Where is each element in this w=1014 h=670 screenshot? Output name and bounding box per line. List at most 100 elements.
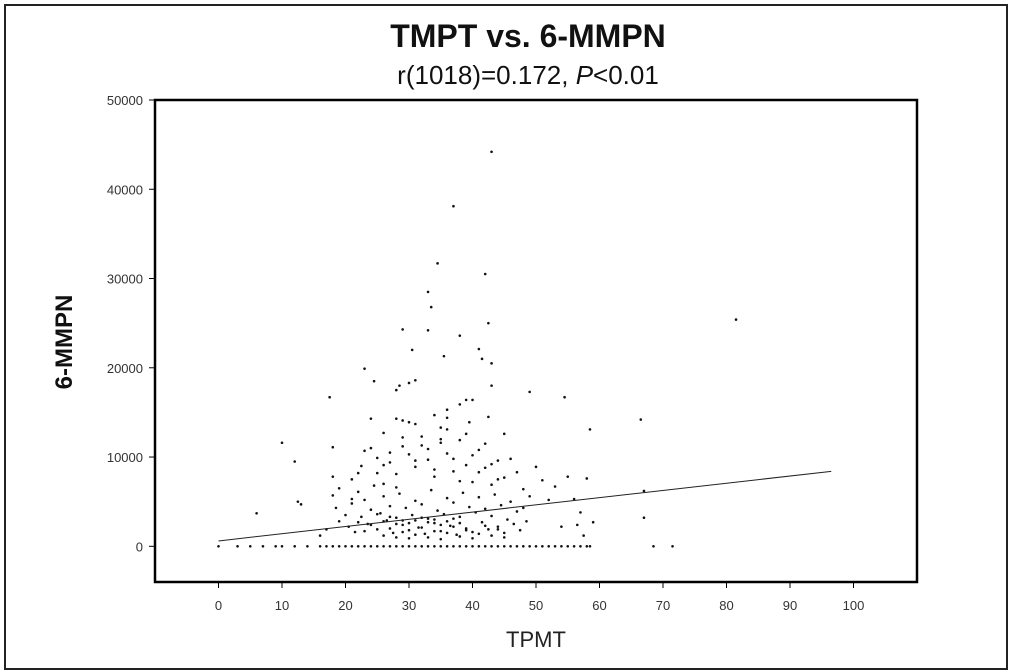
x-tick-label: 30 bbox=[402, 598, 416, 613]
data-point bbox=[395, 486, 398, 489]
data-point bbox=[502, 536, 506, 539]
data-point bbox=[439, 523, 443, 527]
data-point bbox=[445, 428, 449, 431]
plot-area-border bbox=[153, 98, 919, 584]
data-point bbox=[325, 544, 328, 548]
data-point bbox=[255, 511, 258, 515]
data-point bbox=[522, 544, 525, 548]
x-tick-label: 40 bbox=[465, 598, 479, 613]
data-point bbox=[496, 528, 500, 531]
data-point bbox=[464, 463, 468, 467]
data-point bbox=[356, 520, 360, 524]
data-point bbox=[217, 544, 220, 548]
x-tick-label: 50 bbox=[529, 598, 543, 613]
data-point bbox=[471, 453, 474, 457]
x-tick-label: 0 bbox=[215, 598, 222, 613]
data-point bbox=[468, 505, 471, 509]
data-point bbox=[433, 544, 436, 548]
data-point bbox=[439, 529, 443, 533]
data-point bbox=[433, 468, 436, 471]
data-point bbox=[591, 520, 595, 524]
y-axis-ticks: 0 10000 20000 30000 40000 50000 bbox=[107, 93, 155, 554]
data-point bbox=[522, 506, 525, 510]
data-point bbox=[293, 460, 297, 463]
x-axis-ticks: 0 10 20 30 40 50 60 70 80 90 100 bbox=[215, 582, 864, 613]
regression-line-group bbox=[218, 470, 832, 542]
subtitle-p: P bbox=[576, 60, 594, 90]
data-point bbox=[407, 521, 411, 525]
data-point bbox=[528, 495, 531, 498]
data-point bbox=[382, 463, 385, 467]
data-point bbox=[506, 518, 509, 521]
chart-subtitle: r(1018)=0.172, P<0.01 bbox=[397, 60, 659, 90]
data-point bbox=[414, 378, 417, 382]
x-tick-label: 90 bbox=[783, 598, 797, 613]
data-point bbox=[534, 465, 538, 469]
data-point bbox=[410, 513, 414, 517]
data-point bbox=[458, 403, 462, 406]
data-point bbox=[369, 523, 373, 527]
data-point bbox=[490, 362, 493, 365]
data-point bbox=[553, 485, 557, 488]
data-point bbox=[458, 334, 462, 337]
data-point bbox=[356, 490, 360, 494]
data-point bbox=[566, 475, 570, 478]
data-point bbox=[442, 354, 446, 358]
data-point bbox=[414, 519, 417, 522]
x-axis-label: TPMT bbox=[506, 627, 566, 652]
data-point bbox=[734, 318, 738, 321]
data-point bbox=[388, 451, 392, 454]
y-tick-label: 50000 bbox=[107, 93, 143, 108]
data-point bbox=[391, 531, 395, 535]
data-point bbox=[414, 544, 417, 548]
data-point bbox=[588, 544, 592, 548]
data-point bbox=[487, 415, 490, 419]
data-point bbox=[369, 417, 373, 420]
data-point bbox=[363, 529, 366, 533]
data-point bbox=[541, 544, 544, 548]
data-point bbox=[395, 536, 398, 539]
data-point bbox=[369, 446, 373, 450]
data-point bbox=[572, 544, 576, 548]
data-point bbox=[398, 492, 401, 495]
data-point bbox=[410, 348, 414, 352]
y-tick-label: 20000 bbox=[107, 361, 143, 376]
data-point bbox=[490, 534, 493, 537]
data-point bbox=[471, 544, 474, 548]
data-point bbox=[372, 379, 376, 383]
data-point bbox=[337, 520, 341, 523]
data-point bbox=[528, 390, 531, 394]
data-point bbox=[404, 506, 408, 510]
data-point bbox=[471, 530, 474, 534]
data-point bbox=[452, 544, 455, 548]
data-point bbox=[299, 503, 303, 506]
data-point bbox=[372, 484, 376, 487]
data-point bbox=[490, 384, 493, 387]
data-point bbox=[360, 464, 363, 468]
data-point bbox=[502, 544, 506, 548]
data-point bbox=[331, 544, 335, 548]
data-point bbox=[579, 511, 582, 514]
data-point bbox=[350, 497, 354, 501]
data-point bbox=[458, 515, 462, 519]
data-point bbox=[461, 491, 465, 495]
data-point bbox=[582, 534, 585, 537]
data-point bbox=[433, 413, 436, 417]
subtitle-threshold: <0.01 bbox=[593, 60, 659, 90]
data-point bbox=[477, 532, 481, 536]
data-point bbox=[375, 456, 379, 460]
data-point bbox=[487, 528, 490, 531]
data-point bbox=[502, 476, 506, 479]
data-point bbox=[509, 457, 512, 461]
data-point bbox=[395, 516, 398, 520]
data-point bbox=[414, 422, 417, 426]
plot-frame bbox=[153, 98, 919, 584]
data-point bbox=[566, 544, 570, 548]
data-point bbox=[477, 495, 481, 499]
data-point bbox=[515, 470, 519, 474]
data-point bbox=[401, 328, 404, 331]
data-point bbox=[360, 515, 363, 519]
data-point bbox=[490, 514, 493, 518]
data-point bbox=[369, 508, 373, 512]
data-point bbox=[496, 459, 500, 462]
